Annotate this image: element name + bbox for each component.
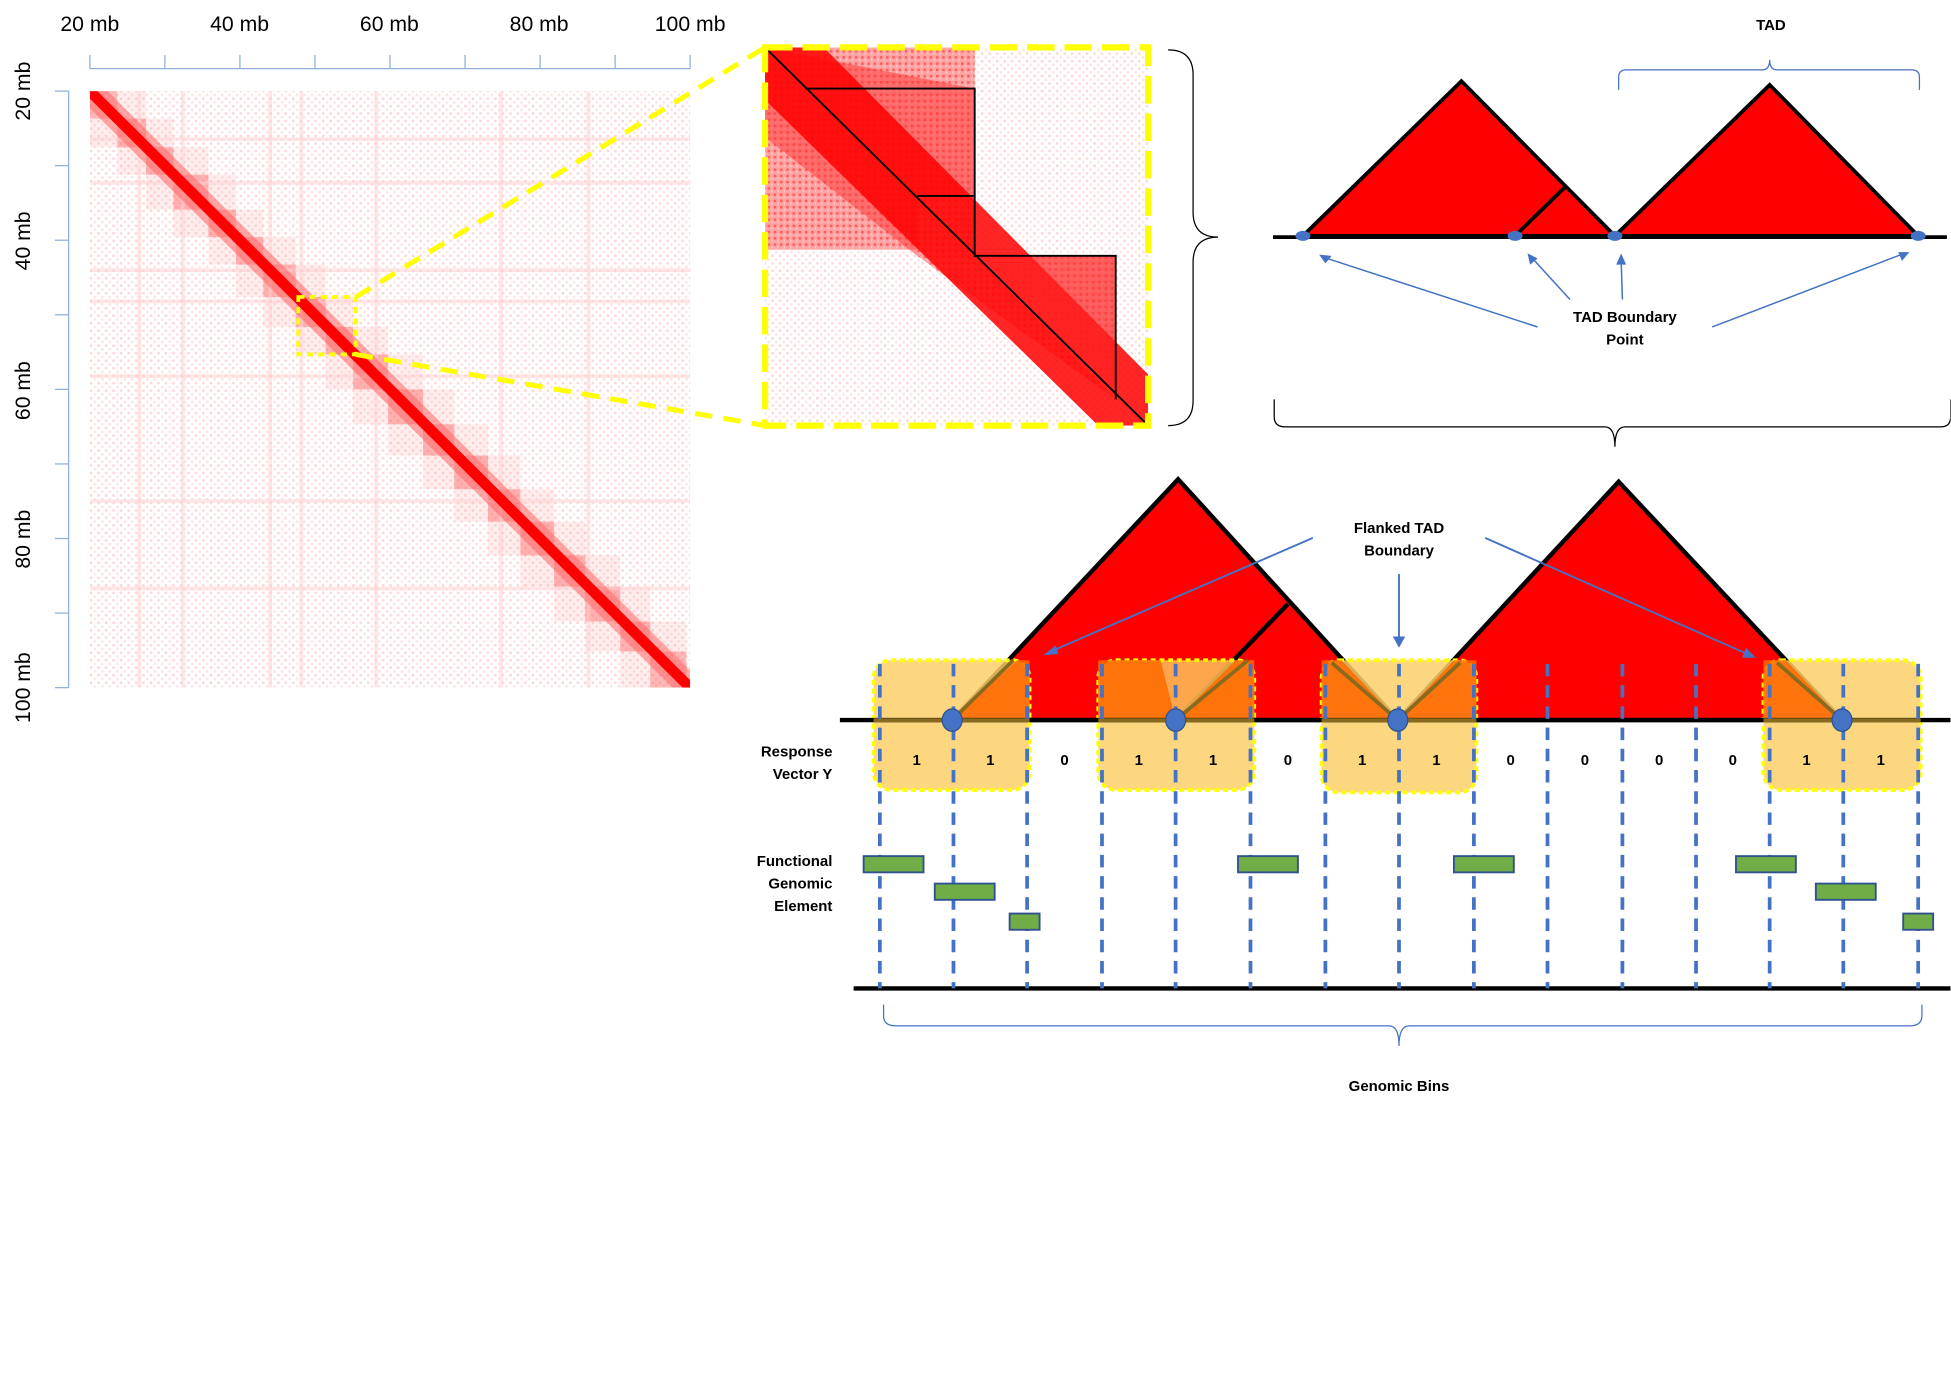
functional-element [1237, 855, 1299, 874]
functional-element [1008, 912, 1041, 931]
functional-elements [862, 855, 1935, 931]
tad-outline [974, 254, 1117, 400]
functional-element-label: Functional [757, 853, 833, 870]
functional-element [933, 882, 996, 901]
x-tick-label: 40 mb [210, 13, 269, 36]
y-tick-label: 100 mb [12, 652, 35, 723]
response-value: 1 [1432, 752, 1440, 769]
functional-element [1735, 855, 1797, 874]
response-value: 0 [1284, 752, 1292, 769]
tad-schematic: TAD TAD Boundary Point [1272, 17, 1951, 447]
functional-element-label: Genomic [768, 876, 832, 893]
flanked-tad-boundary-label: Boundary [1364, 542, 1435, 559]
tad-boundary-point-label: TAD Boundary [1573, 309, 1677, 326]
tad-triangle [1298, 78, 1620, 238]
genomic-bins-label: Genomic Bins [1349, 1078, 1450, 1095]
zoom-connector [355, 351, 766, 429]
zoomed-heatmap [761, 44, 1152, 429]
response-vector-label: Vector Y [773, 766, 833, 783]
functional-element [1902, 912, 1935, 931]
tad-figure: 20 mb 40 mb 60 mb 80 mb 100 mb 20 mb 40 … [12, 13, 1951, 1095]
x-tick-label: 60 mb [360, 13, 419, 36]
boundary-point [1295, 230, 1311, 241]
functional-element [1452, 855, 1515, 874]
boundary-point [1831, 708, 1853, 732]
response-vector-label: Response [761, 743, 833, 760]
zoom-diagonal [764, 46, 1149, 427]
response-value: 0 [1655, 752, 1663, 769]
response-value: 0 [1060, 752, 1068, 769]
tad-triangle [1610, 82, 1923, 238]
y-tick-label: 60 mb [12, 361, 35, 420]
response-value: 1 [1358, 752, 1366, 769]
response-vector: 1 1 0 1 1 0 1 1 0 0 0 0 1 1 [912, 752, 1884, 769]
schematic-brace [1273, 399, 1951, 447]
boundary-point [1387, 708, 1409, 732]
x-tick-label: 80 mb [510, 13, 569, 36]
response-value: 1 [1877, 752, 1885, 769]
response-value: 0 [1581, 752, 1589, 769]
boundary-point [1507, 230, 1523, 241]
boundary-point [1910, 230, 1926, 241]
functional-element [862, 855, 925, 874]
functional-element [1814, 882, 1877, 901]
tad-outline [804, 87, 976, 258]
zoom-brace [1168, 49, 1219, 427]
boundary-point [941, 708, 963, 732]
response-value: 1 [1135, 752, 1143, 769]
heatmap-panel: 20 mb 40 mb 60 mb 80 mb 100 mb 20 mb 40 … [12, 13, 767, 723]
zoom-frame [761, 44, 1152, 429]
binned-schematic: 1 1 0 1 1 0 1 1 0 0 0 0 1 1 Flanked TAD Boundary Resp… [757, 476, 1951, 1095]
response-value: 0 [1507, 752, 1515, 769]
tad-label: TAD [1756, 17, 1786, 34]
response-value: 1 [912, 752, 920, 769]
zoom-region-box [296, 295, 358, 357]
boundary-point [1607, 230, 1623, 241]
y-tick-label: 40 mb [12, 211, 35, 270]
response-value: 1 [1209, 752, 1217, 769]
hic-heatmap [89, 91, 691, 688]
functional-element-label: Element [774, 898, 832, 915]
x-tick-label: 100 mb [655, 13, 726, 36]
flanked-tad-boundary-label: Flanked TAD [1354, 520, 1445, 537]
tad-brace [1618, 59, 1921, 90]
response-value: 1 [986, 752, 994, 769]
boundary-point [1165, 708, 1187, 732]
genomic-bins-brace [882, 1004, 1923, 1046]
y-tick-label: 80 mb [12, 510, 35, 569]
x-tick-label: 20 mb [60, 13, 119, 36]
response-value: 0 [1729, 752, 1737, 769]
response-value: 1 [1802, 752, 1810, 769]
y-tick-label: 20 mb [12, 62, 35, 121]
zoom-connector [354, 45, 767, 300]
tad-boundary-point-label: Point [1606, 331, 1643, 348]
